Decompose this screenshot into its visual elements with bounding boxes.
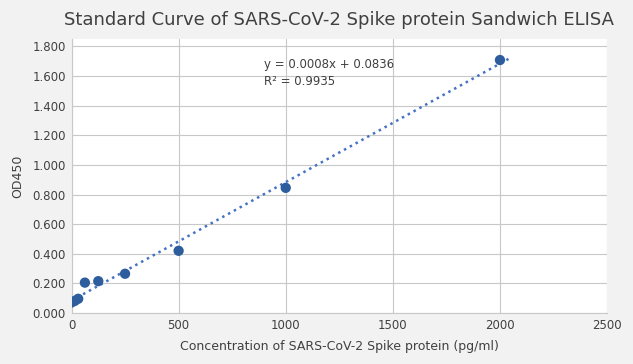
Point	[80, 280, 90, 285]
Point	[66, 300, 77, 305]
X-axis label: Concentration of SARS-CoV-2 Spike protein (pg/ml): Concentration of SARS-CoV-2 Spike protei…	[180, 340, 499, 353]
Point	[495, 57, 505, 63]
Point	[120, 271, 130, 277]
Y-axis label: OD450: OD450	[11, 154, 24, 198]
Point	[73, 296, 84, 302]
Text: y = 0.0008x + 0.0836: y = 0.0008x + 0.0836	[265, 58, 394, 71]
Text: R² = 0.9935: R² = 0.9935	[265, 75, 335, 88]
Point	[280, 185, 291, 191]
Point	[173, 248, 184, 254]
Point	[93, 278, 103, 284]
Title: Standard Curve of SARS-CoV-2 Spike protein Sandwich ELISA: Standard Curve of SARS-CoV-2 Spike prote…	[65, 11, 614, 29]
Point	[70, 298, 80, 304]
